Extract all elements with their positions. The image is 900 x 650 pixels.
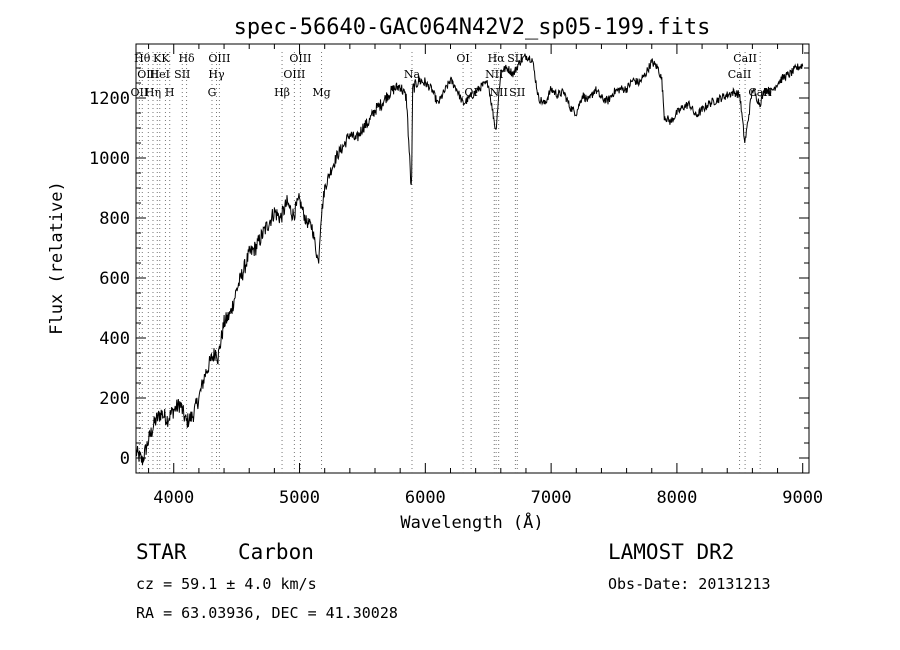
emission-line-markers [138, 52, 761, 473]
line-label-3: Hη [145, 86, 161, 99]
line-label-21: Hα [488, 52, 506, 65]
y-tick-label-2: 400 [99, 329, 130, 349]
x-tick-label-2: 6000 [405, 488, 446, 508]
y-tick-label-0: 0 [120, 449, 130, 469]
y-axis-label: Flux (relative) [47, 181, 67, 335]
line-label-2: OIII [137, 68, 159, 81]
line-label-20: NII [485, 68, 503, 81]
line-label-8: SII [174, 68, 190, 81]
line-label-0: OII [131, 86, 149, 99]
line-label-6: K [161, 52, 170, 65]
y-tick-label-6: 1200 [89, 89, 130, 109]
subclass-label: Carbon [238, 540, 314, 564]
y-tick-label-1: 200 [99, 389, 130, 409]
chart-title: spec-56640-GAC064N42V2_sp05-199.fits [234, 15, 711, 40]
line-label-14: OIII [283, 68, 305, 81]
y-tick-label-3: 600 [99, 269, 130, 289]
line-label-18: OI [456, 52, 469, 65]
x-axis-ticks: 4000 5000 6000 7000 8000 9000 [148, 44, 823, 508]
x-axis-label: Wavelength (Å) [400, 511, 543, 533]
line-label-17: Na [404, 68, 421, 81]
line-label-9: Hδ [178, 52, 195, 65]
x-tick-label-4: 8000 [656, 488, 697, 508]
line-label-15: OIII [289, 52, 311, 65]
line-label-11: Hγ [208, 68, 225, 81]
line-label-26: CaII [733, 52, 757, 65]
line-label-4: K [153, 52, 162, 65]
line-label-12: OIII [208, 52, 230, 65]
line-label-24: SII [509, 86, 525, 99]
line-label-5: HeI [150, 68, 170, 81]
survey-label: LAMOST DR2 [608, 540, 735, 564]
x-tick-label-5: 9000 [782, 488, 823, 508]
plot-frame [135, 43, 810, 474]
coordinates: RA = 63.03936, DEC = 41.30028 [136, 604, 398, 622]
emission-line-labels: OII Hθ OIII Hη K HeI K H SII Hδ G Hγ OIII Hβ OIII OIII M… [131, 52, 772, 99]
y-tick-label-5: 1000 [89, 149, 130, 169]
x-tick-label-3: 7000 [531, 488, 572, 508]
line-label-13: Hβ [274, 86, 290, 99]
line-label-10: G [208, 86, 217, 99]
x-tick-label-0: 4000 [153, 488, 194, 508]
line-label-16: Mg [312, 86, 330, 99]
class-label: STAR [136, 540, 187, 564]
redshift-cz: cz = 59.1 ± 4.0 km/s [136, 575, 317, 593]
line-label-7: H [165, 86, 175, 99]
line-label-1: Hθ [134, 52, 151, 65]
line-label-25: CaII [728, 68, 752, 81]
spectrum-line [135, 53, 804, 466]
y-axis-ticks: 0 200 400 600 800 1000 1200 [89, 52, 809, 474]
observation-date: Obs-Date: 20131213 [608, 575, 771, 593]
x-tick-label-1: 5000 [279, 488, 320, 508]
y-tick-label-4: 800 [99, 209, 130, 229]
